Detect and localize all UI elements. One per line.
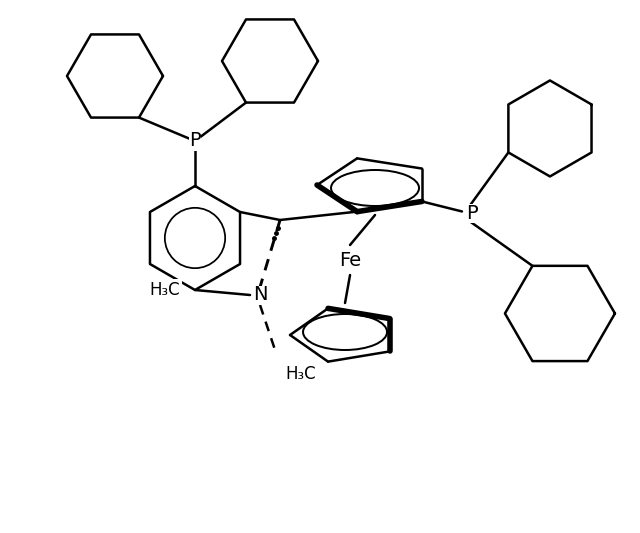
Text: N: N [253, 286, 268, 304]
Text: P: P [466, 204, 478, 223]
Text: H₃C: H₃C [285, 365, 316, 383]
Text: P: P [189, 132, 201, 150]
Text: Fe: Fe [339, 251, 361, 270]
Text: H₃C: H₃C [149, 281, 180, 299]
